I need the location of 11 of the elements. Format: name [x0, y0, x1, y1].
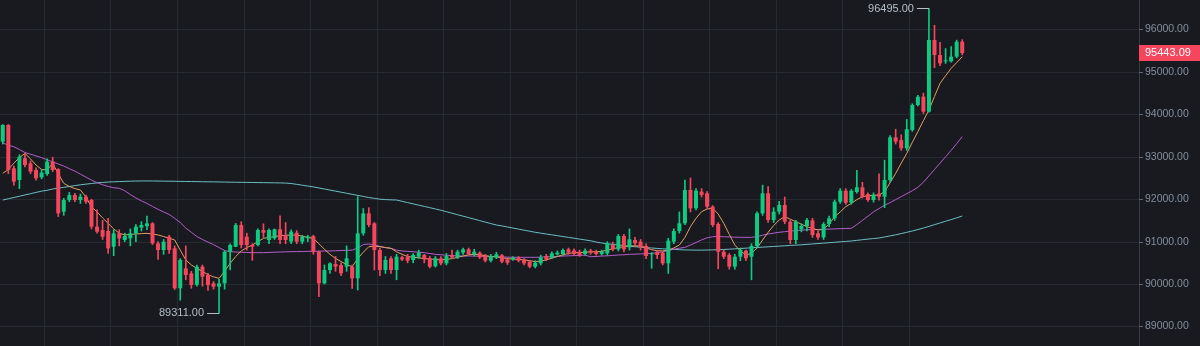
y-tick-label: 91000.00	[1145, 235, 1189, 248]
y-tick-label: 92000.00	[1145, 192, 1189, 205]
y-tick-label: 93000.00	[1145, 150, 1189, 163]
y-tick-label: 96000.00	[1145, 22, 1189, 35]
y-tick-label: 94000.00	[1145, 107, 1189, 120]
text: 95443.09	[1145, 46, 1191, 59]
annotation: 89311.00	[158, 306, 205, 319]
annotation: 96495.00	[868, 1, 914, 14]
y-tick-label: 90000.00	[1145, 277, 1189, 290]
y-tick-label: 89000.00	[1145, 319, 1189, 332]
y-tick-label: 95000.00	[1145, 65, 1189, 78]
